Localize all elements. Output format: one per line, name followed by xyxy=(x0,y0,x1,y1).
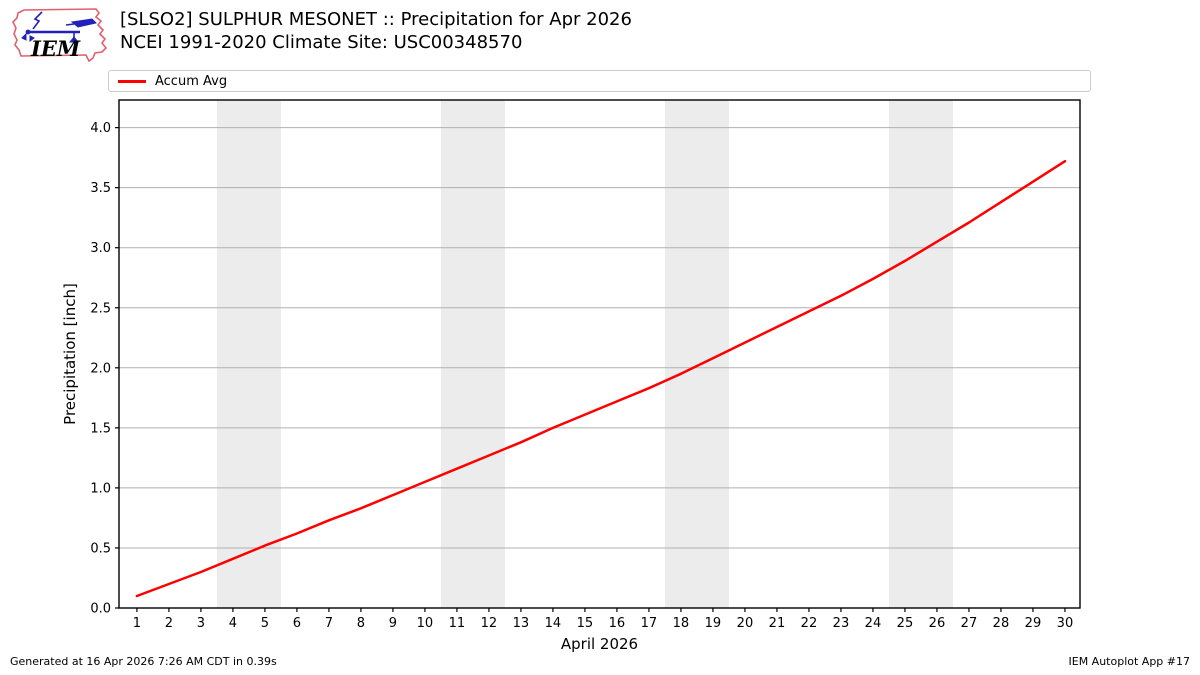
y-tick-label: 3.5 xyxy=(90,181,111,196)
y-tick-label: 4.0 xyxy=(90,121,111,136)
chart-title: [SLSO2] SULPHUR MESONET :: Precipitation… xyxy=(120,9,632,30)
x-tick-label: 16 xyxy=(609,616,626,631)
legend-label-accum-avg: Accum Avg xyxy=(155,73,228,89)
y-tick-label: 0.0 xyxy=(90,602,111,617)
weekend-bands xyxy=(216,100,953,608)
y-tick-label: 0.5 xyxy=(90,541,111,556)
x-tick-label: 19 xyxy=(705,616,722,631)
x-tick-label: 21 xyxy=(769,616,786,631)
x-tick-label: 13 xyxy=(513,616,530,631)
weekend-band xyxy=(888,100,953,608)
iem-logo: IEM xyxy=(12,8,108,63)
y-tick-label: 1.0 xyxy=(90,481,111,496)
x-tick-label: 22 xyxy=(801,616,818,631)
x-tick-label: 8 xyxy=(357,616,365,631)
chart-subtitle: NCEI 1991-2020 Climate Site: USC00348570 xyxy=(120,32,523,53)
x-tick-label: 17 xyxy=(641,616,658,631)
x-tick-label: 5 xyxy=(261,616,269,631)
y-gridlines xyxy=(119,127,1080,609)
x-tick-label: 12 xyxy=(481,616,498,631)
x-tick-label: 6 xyxy=(293,616,301,631)
y-tick-label: 2.5 xyxy=(90,301,111,316)
y-tick-label: 2.0 xyxy=(90,361,111,376)
weekend-band xyxy=(664,100,729,608)
x-tick-label: 20 xyxy=(737,616,754,631)
x-tick-label: 4 xyxy=(229,616,237,631)
y-axis-label: Precipitation [inch] xyxy=(61,283,79,425)
x-axis-label: April 2026 xyxy=(561,635,638,653)
x-tick-label: 24 xyxy=(865,616,882,631)
x-tick-label: 2 xyxy=(165,616,173,631)
x-tick-label: 10 xyxy=(417,616,434,631)
x-tick-label: 14 xyxy=(545,616,562,631)
app-credit: IEM Autoplot App #17 xyxy=(1068,655,1191,668)
weekend-band xyxy=(216,100,281,608)
weekend-band xyxy=(440,100,505,608)
x-tick-label: 7 xyxy=(325,616,333,631)
plot-frame xyxy=(118,99,1081,609)
x-tick-labels: 1 2 3 4 5 6 7 8 9 10 11 12 13 14 15 16 17 18 19 20 21 22 23 24 2… xyxy=(133,608,1073,631)
iem-logo-text: IEM xyxy=(30,36,81,61)
accum-avg-line-swatch xyxy=(118,79,146,83)
legend: Accum Avg xyxy=(108,70,1091,92)
x-tick-label: 25 xyxy=(897,616,914,631)
chart-title-block: [SLSO2] SULPHUR MESONET :: Precipitation… xyxy=(120,8,632,54)
x-tick-label: 15 xyxy=(577,616,594,631)
x-tick-label: 29 xyxy=(1025,616,1042,631)
x-tick-label: 9 xyxy=(389,616,397,631)
y-tick-labels: 0.0 0.5 1.0 1.5 2.0 2.5 3.0 3.5 4.0 xyxy=(90,121,119,617)
x-tick-label: 26 xyxy=(929,616,946,631)
x-tick-label: 11 xyxy=(449,616,466,631)
generated-timestamp: Generated at 16 Apr 2026 7:26 AM CDT in … xyxy=(10,655,277,668)
x-tick-label: 1 xyxy=(133,616,141,631)
x-tick-label: 28 xyxy=(993,616,1010,631)
weather-vane-icon xyxy=(21,11,97,43)
x-tick-label: 18 xyxy=(673,616,690,631)
x-tick-label: 23 xyxy=(833,616,850,631)
x-tick-label: 27 xyxy=(961,616,978,631)
y-tick-label: 1.5 xyxy=(90,421,111,436)
y-tick-label: 3.0 xyxy=(90,241,111,256)
x-tick-label: 30 xyxy=(1057,616,1074,631)
accum-avg-line xyxy=(135,159,1067,598)
x-tick-label: 3 xyxy=(197,616,205,631)
